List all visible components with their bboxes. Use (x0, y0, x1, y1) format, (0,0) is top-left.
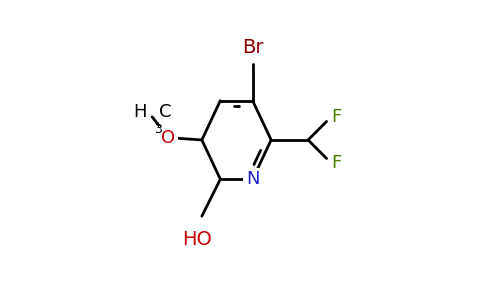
Text: F: F (331, 108, 341, 126)
Text: F: F (331, 154, 341, 172)
Text: 3: 3 (154, 123, 162, 136)
Text: C: C (159, 103, 172, 121)
Text: O: O (161, 129, 175, 147)
Text: N: N (246, 170, 259, 188)
Text: H: H (133, 103, 147, 121)
Text: HO: HO (182, 230, 212, 249)
Text: Br: Br (242, 38, 263, 57)
